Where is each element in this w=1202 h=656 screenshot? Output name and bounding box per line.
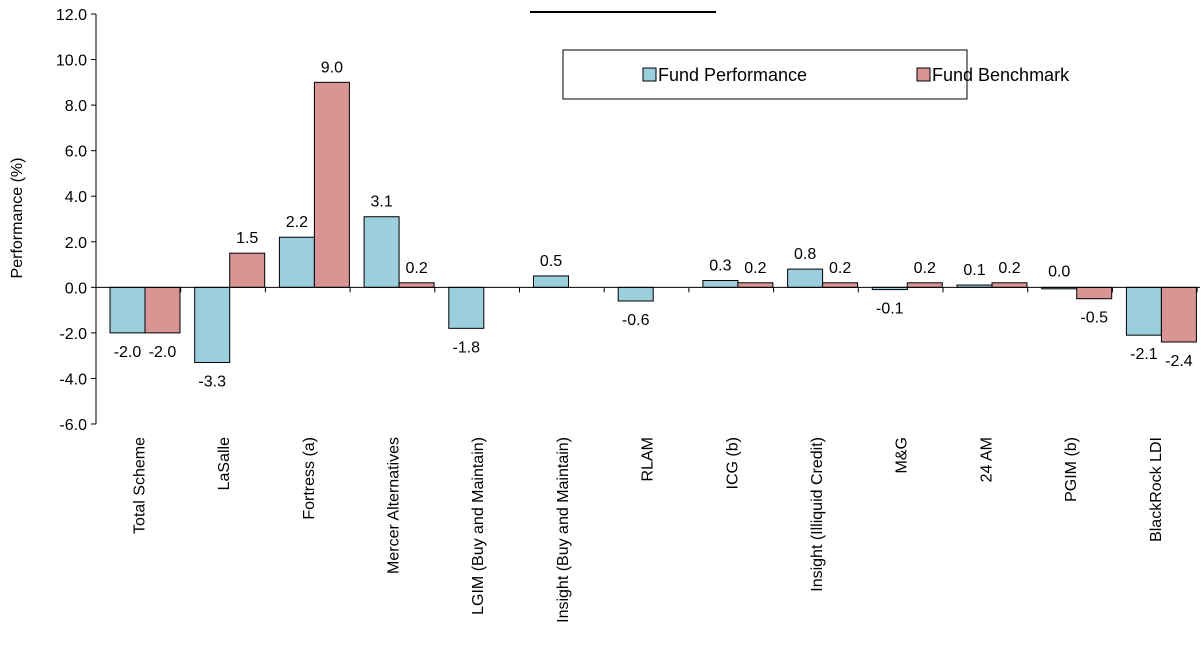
data-label-fund-performance-insight-buy-and-maintain: 0.5 [540, 253, 562, 270]
data-label-fund-benchmark-m-g: 0.2 [914, 260, 936, 277]
x-category-label-lasalle: LaSalle [216, 437, 233, 490]
data-label-fund-performance-mercer-alternatives: 3.1 [370, 194, 392, 211]
bar-fund-performance-insight-illiquid-credit [787, 268, 824, 288]
x-category-label-24-am: 24 AM [978, 437, 995, 482]
y-tick-label: 6.0 [65, 144, 87, 161]
y-tick-label: -4.0 [59, 371, 87, 388]
x-category-label-insight-illiquid-credit: Insight (Illiquid Credit) [809, 437, 826, 592]
legend-label-fund-performance: Fund Performance [658, 65, 807, 85]
y-tick-label: 8.0 [65, 98, 87, 115]
bar-fund-performance-icg-b [702, 280, 739, 288]
x-category-label-fortress-a: Fortress (a) [301, 437, 318, 520]
data-label-fund-performance-fortress-a: 2.2 [286, 214, 308, 231]
y-tick-label: 2.0 [65, 235, 87, 252]
bar-fund-benchmark-pgim-b [1076, 286, 1113, 300]
x-category-label-rlam: RLAM [640, 437, 657, 481]
y-tick-label: 4.0 [65, 189, 87, 206]
bar-fund-benchmark-24-am [991, 282, 1028, 288]
x-category-label-pgim-b: PGIM (b) [1063, 437, 1080, 502]
data-label-fund-performance-m-g: -0.1 [876, 301, 904, 318]
bar-fund-performance-mercer-alternatives [363, 216, 400, 288]
data-label-fund-performance-24-am: 0.1 [963, 262, 985, 279]
data-label-fund-benchmark-mercer-alternatives: 0.2 [405, 260, 427, 277]
bar-fund-benchmark-total-scheme [144, 286, 181, 334]
data-label-fund-performance-lasalle: -3.3 [198, 374, 226, 391]
x-category-label-icg-b: ICG (b) [724, 437, 741, 489]
bar-fund-benchmark-mercer-alternatives [398, 282, 435, 288]
data-label-fund-performance-insight-illiquid-credit: 0.8 [794, 246, 816, 263]
y-tick-label: -6.0 [59, 417, 87, 434]
y-tick-label: 0.0 [65, 280, 87, 297]
x-category-label-blackrock-ldi: BlackRock LDI [1148, 437, 1165, 542]
data-label-fund-benchmark-icg-b: 0.2 [744, 260, 766, 277]
data-label-fund-performance-icg-b: 0.3 [709, 258, 731, 275]
data-label-fund-benchmark-lasalle: 1.5 [236, 230, 258, 247]
data-label-fund-benchmark-blackrock-ldi: -2.4 [1165, 353, 1193, 370]
bar-fund-performance-lgim-buy-and-maintain [448, 286, 485, 329]
bar-fund-benchmark-fortress-a [313, 81, 350, 288]
data-label-fund-performance-pgim-b: 0.0 [1048, 263, 1070, 280]
legend-box [562, 49, 968, 100]
data-label-fund-benchmark-insight-illiquid-credit: 0.2 [829, 260, 851, 277]
y-axis-title-group: Performance (%) [9, 158, 26, 279]
x-category-label-m-g: M&G [894, 437, 911, 473]
y-tick-label: 12.0 [56, 7, 87, 24]
data-label-fund-benchmark-pgim-b: -0.5 [1080, 310, 1108, 327]
bar-fund-performance-total-scheme [109, 286, 146, 334]
bar-fund-performance-insight-buy-and-maintain [533, 275, 569, 288]
x-category-label-insight-buy-and-maintain: Insight (Buy and Maintain) [555, 437, 572, 623]
bar-fund-performance-fortress-a [278, 236, 315, 288]
legend-label-fund-benchmark: Fund Benchmark [932, 65, 1070, 85]
data-label-fund-performance-lgim-buy-and-maintain: -1.8 [453, 339, 481, 356]
data-label-fund-benchmark-24-am: 0.2 [998, 260, 1020, 277]
plot-area: -6.0-4.0-2.00.02.04.06.08.010.012.0-2.0-… [56, 7, 1200, 623]
data-label-fund-performance-rlam: -0.6 [622, 312, 650, 329]
legend: Fund Performance Fund Benchmark [562, 49, 1070, 100]
bar-fund-performance-rlam [617, 286, 654, 302]
x-category-label-lgim-buy-and-maintain: LGIM (Buy and Maintain) [470, 437, 487, 615]
y-tick-label: -2.0 [59, 326, 87, 343]
legend-swatch-fund-benchmark [916, 67, 931, 82]
bar-fund-performance-lasalle [194, 286, 231, 364]
y-axis-title: Performance (%) [9, 158, 26, 279]
bar-fund-performance-blackrock-ldi [1125, 286, 1162, 336]
data-label-fund-benchmark-total-scheme: -2.0 [149, 344, 177, 361]
x-category-label-total-scheme: Total Scheme [131, 437, 148, 534]
bar-fund-benchmark-m-g [906, 282, 943, 288]
bar-fund-benchmark-insight-illiquid-credit [822, 282, 859, 288]
y-tick-label: 10.0 [56, 53, 87, 70]
bar-fund-benchmark-blackrock-ldi [1160, 286, 1197, 343]
x-category-label-mercer-alternatives: Mercer Alternatives [385, 437, 402, 574]
data-label-fund-benchmark-fortress-a: 9.0 [321, 59, 343, 76]
data-label-fund-performance-blackrock-ldi: -2.1 [1130, 346, 1158, 363]
data-label-fund-performance-total-scheme: -2.0 [114, 344, 142, 361]
legend-swatch-fund-performance [642, 67, 657, 82]
bar-fund-benchmark-icg-b [737, 282, 774, 288]
bar-fund-benchmark-lasalle [229, 252, 266, 288]
